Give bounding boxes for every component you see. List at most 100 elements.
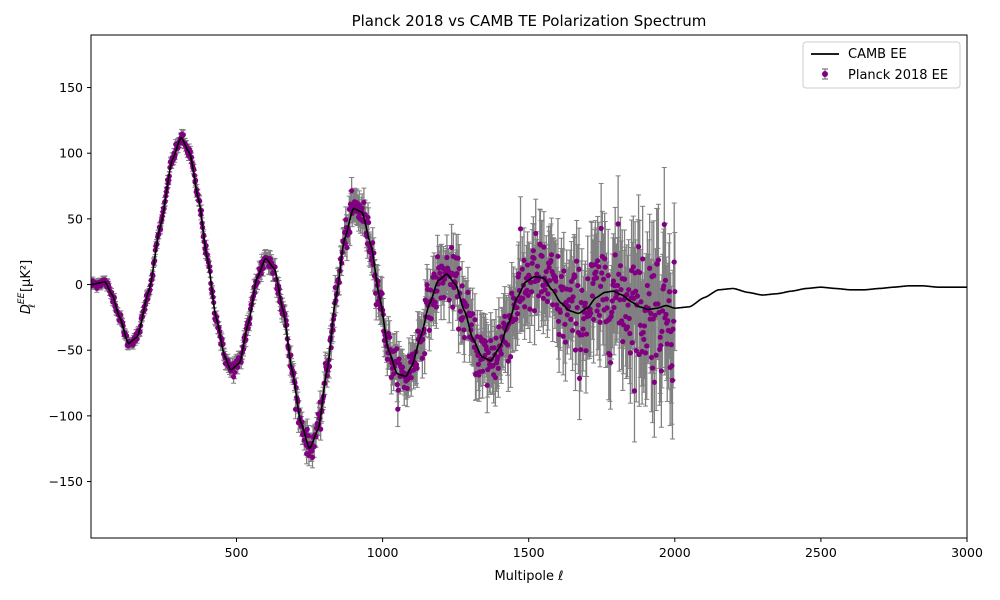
planck-data-point [502,313,508,319]
planck-data-point [493,335,499,341]
planck-data-point [555,318,562,324]
planck-data-point [305,433,311,439]
planck-data-point [582,300,588,306]
planck-data-point [608,313,614,320]
planck-data-point [471,344,477,350]
planck-data-point [648,310,654,317]
planck-data-point [594,308,600,314]
planck-data-point [600,276,607,282]
planck-data-point [444,254,450,261]
planck-data-point [395,406,401,412]
planck-data-point [491,345,497,351]
planck-data-point [661,221,667,228]
planck-data-point [602,264,608,270]
planck-data-point [663,311,669,317]
y-axis-label-superscript: EE [17,292,27,304]
planck-data-point [578,299,584,306]
planck-data-point [558,273,565,280]
planck-data-point [570,294,576,300]
planck-data-point [605,272,611,279]
planck-data-point [554,302,560,308]
planck-data-point [624,324,631,330]
x-tick-label: 3000 [951,545,983,560]
planck-data-point [456,266,462,272]
planck-data-point [433,304,439,310]
planck-data-point [180,132,186,138]
planck-data-point [599,270,605,276]
planck-data-point [496,324,502,330]
planck-data-point [441,276,448,282]
planck-data-point [542,287,548,293]
planck-data-point [485,349,491,355]
planck-data-point [640,329,646,336]
planck-data-point [521,257,527,264]
legend-box [802,41,961,89]
planck-data-point [666,289,673,295]
planck-data-point [528,279,534,285]
planck-data-point [556,331,562,338]
y-tick-label: −100 [49,408,83,423]
planck-data-point [516,271,522,277]
planck-data-point [593,269,599,275]
planck-data-point [604,305,610,311]
planck-data-point [408,375,414,381]
planck-data-point [531,308,538,314]
planck-data-point [617,263,624,269]
planck-data-point [614,282,621,289]
planck-data-point [359,205,365,211]
planck-data-point [573,321,579,327]
planck-data-point [567,287,573,293]
x-axis-label: Multipole ℓ [494,569,563,584]
planck-data-point [560,333,566,339]
planck-data-point [447,281,453,288]
x-tick-label: 1500 [513,545,545,560]
planck-data-point [540,295,546,301]
planck-data-point [625,302,631,308]
planck-data-point [361,199,367,206]
planck-data-point [517,226,524,232]
planck-data-point [650,365,656,371]
planck-data-point [611,304,617,311]
planck-data-point [590,280,596,286]
planck-data-point [505,358,511,364]
planck-data-point [569,327,576,334]
planck-data-point [555,253,561,259]
planck-data-point [641,336,647,342]
planck-data-point [548,252,555,258]
legend: CAMB EE Planck 2018 EE [802,41,961,89]
y-axis-ticks: −150 −100 −50 0 50 100 150 [49,80,91,489]
planck-data-point [399,364,406,370]
y-axis-label-symbol: D [19,304,34,314]
planck-data-point [618,286,624,293]
y-tick-label: 50 [67,211,83,226]
planck-data-point [492,374,498,381]
planck-data-point [609,298,615,304]
planck-data-point [648,354,655,361]
planck-data-point [541,244,547,250]
planck-data-point [651,379,657,385]
planck-data-point [464,303,470,309]
planck-data-point [596,312,603,318]
planck-data-point [548,257,554,264]
planck-data-point [637,322,643,328]
planck-data-point [659,328,665,335]
x-tick-label: 1000 [367,545,399,560]
planck-data-point [641,323,648,329]
planck-data-point [588,310,594,316]
planck-data-point [488,337,494,344]
planck-data-point [634,293,641,299]
planck-data-point [441,294,447,301]
planck-data-point [309,448,315,454]
planck-data-point [579,332,586,338]
svg-text:DEEℓ[μK²]: DEEℓ [μK²] [17,260,38,314]
planck-data-point [642,350,649,356]
planck-data-point [370,240,376,246]
planck-data-point [495,365,501,371]
planck-data-point [624,291,630,298]
planck-data-point [514,305,520,311]
planck-data-point [545,291,551,297]
planck-data-point [394,381,400,388]
planck-data-point [495,354,501,360]
